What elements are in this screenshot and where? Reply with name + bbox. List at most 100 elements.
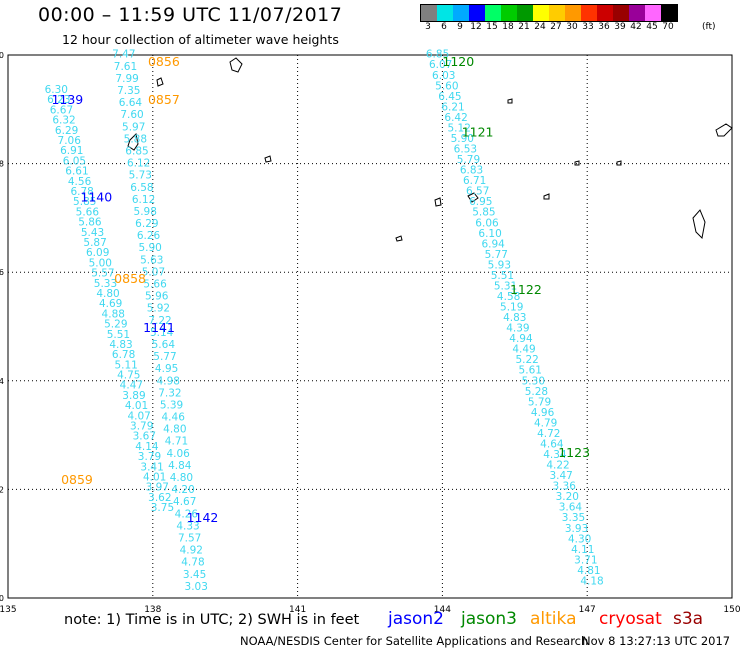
wave-height-value: 7.99 xyxy=(115,73,138,85)
coastline-island xyxy=(467,192,479,203)
wave-height-value: 6.61 xyxy=(65,166,88,178)
wave-height-value: 7.61 xyxy=(114,61,137,73)
credit-line: NOAA/NESDIS Center for Satellite Applica… xyxy=(240,634,589,648)
wave-height-value: 6.78 xyxy=(70,186,93,198)
legend-s3a: s3a xyxy=(673,609,704,629)
coastline-island xyxy=(543,193,550,200)
wave-height-value: 6.07 xyxy=(429,59,452,71)
wave-height-value: 5.51 xyxy=(491,270,514,282)
wave-height-value: 4.39 xyxy=(506,323,529,335)
pass-time-label: 0858 xyxy=(114,271,146,286)
wave-height-value: 7.57 xyxy=(178,532,201,544)
wave-height-value: 6.58 xyxy=(130,182,153,194)
wave-height-value: 3.93 xyxy=(565,523,588,535)
wave-height-value: 5.51 xyxy=(107,329,130,341)
wave-height-value: 5.39 xyxy=(160,399,183,411)
wave-height-value: 4.69 xyxy=(99,298,122,310)
wave-height-value: 5.85 xyxy=(73,196,96,208)
wave-height-value: 4.75 xyxy=(117,370,140,382)
wave-height-value: 7.32 xyxy=(158,387,181,399)
lat-tick-label: 4 xyxy=(0,377,4,386)
scale-label: 12 xyxy=(470,22,482,32)
wave-height-value: 7.06 xyxy=(58,135,82,147)
scale-label: 36 xyxy=(598,22,610,32)
pass-time-label: 1122 xyxy=(510,282,542,297)
wave-height-value: 4.95 xyxy=(155,363,178,375)
scale-swatch xyxy=(437,5,453,21)
wave-height-value: 3.71 xyxy=(574,554,597,566)
wave-height-value: 4.06 xyxy=(166,448,190,460)
wave-height-value: 5.66 xyxy=(143,279,167,291)
legend-altika: altika xyxy=(530,609,577,629)
wave-height-value: 5.29 xyxy=(104,319,127,331)
wave-height-value: 6.32 xyxy=(52,115,75,127)
wave-height-value: 3.75 xyxy=(151,502,174,514)
wave-height-value: 5.28 xyxy=(525,386,548,398)
wave-height-value: 5.86 xyxy=(78,217,102,229)
lon-tick-label: 150 xyxy=(723,605,740,615)
wave-height-value: 3.89 xyxy=(122,390,145,402)
coastline-island xyxy=(434,197,442,207)
wave-height-value: 4.83 xyxy=(109,339,132,351)
lon-tick-label: 144 xyxy=(434,605,451,615)
wave-height-value: 5.90 xyxy=(138,242,161,254)
wave-height-value: 4.34 xyxy=(543,449,567,461)
scale-swatch xyxy=(469,5,485,21)
wave-height-value: 5.79 xyxy=(528,396,551,408)
scale-swatch xyxy=(533,5,549,21)
wave-height-value: 4.67 xyxy=(173,496,196,508)
scale-swatch xyxy=(597,5,613,21)
wave-height-value: 5.33 xyxy=(94,278,117,290)
wave-height-value: 5.92 xyxy=(147,303,170,315)
wave-height-value: 3.79 xyxy=(130,421,153,433)
wave-height-value: 6.71 xyxy=(463,175,486,187)
coastline-island xyxy=(264,155,272,163)
wave-height-value: 6.21 xyxy=(441,101,464,113)
wave-height-value: 4.88 xyxy=(102,308,125,320)
scale-label: 45 xyxy=(646,22,658,32)
wave-height-value: 5.19 xyxy=(500,302,523,314)
wave-height-value: 5.14 xyxy=(150,327,174,339)
scale-swatch xyxy=(549,5,565,21)
wave-height-value: 6.94 xyxy=(481,238,505,250)
wave-height-value: 7.60 xyxy=(120,109,143,121)
scale-swatch xyxy=(613,5,629,21)
pass-time-label: 1142 xyxy=(187,510,219,525)
lat-tick-label: 6 xyxy=(0,268,4,277)
wave-height-value: 4.94 xyxy=(509,333,533,345)
scale-label: 9 xyxy=(457,22,463,32)
wave-height-value: 4.46 xyxy=(162,412,186,424)
wave-height-value: 5.63 xyxy=(140,254,163,266)
wave-height-value: 5.77 xyxy=(153,351,176,363)
coastline-island xyxy=(715,123,733,137)
wave-height-value: 4.96 xyxy=(531,407,555,419)
wave-height-value: 3.03 xyxy=(185,581,208,593)
wave-height-value: 5.85 xyxy=(472,207,495,219)
scale-swatch xyxy=(517,5,533,21)
wave-height-value: 3.97 xyxy=(146,482,169,494)
scale-swatch xyxy=(581,5,597,21)
wave-height-value: 5.31 xyxy=(494,280,517,292)
wave-height-value: 4.80 xyxy=(170,472,193,484)
coastline-island xyxy=(616,160,622,166)
scale-swatch xyxy=(565,5,581,21)
pass-time-label: 0856 xyxy=(148,54,180,69)
coastline-island xyxy=(507,98,513,104)
wave-height-value: 6.78 xyxy=(112,349,135,361)
wave-height-value: 6.12 xyxy=(132,194,155,206)
wave-height-value: 4.56 xyxy=(68,176,92,188)
lat-tick-label: 0 xyxy=(0,594,4,603)
wave-height-value: 4.33 xyxy=(176,520,199,532)
wave-height-value: 4.26 xyxy=(175,508,199,520)
wave-height-value: 6.30 xyxy=(45,84,68,96)
wave-height-value: 5.66 xyxy=(76,206,100,218)
scale-label: 21 xyxy=(518,22,530,32)
color-scale-unit: (ft) xyxy=(702,22,716,32)
scale-swatch xyxy=(485,5,501,21)
scale-swatch xyxy=(645,5,661,21)
wave-height-value: 6.45 xyxy=(438,91,461,103)
wave-height-value: 5.93 xyxy=(488,259,511,271)
wave-height-value: 4.07 xyxy=(127,410,150,422)
wave-height-value: 5.98 xyxy=(134,206,157,218)
